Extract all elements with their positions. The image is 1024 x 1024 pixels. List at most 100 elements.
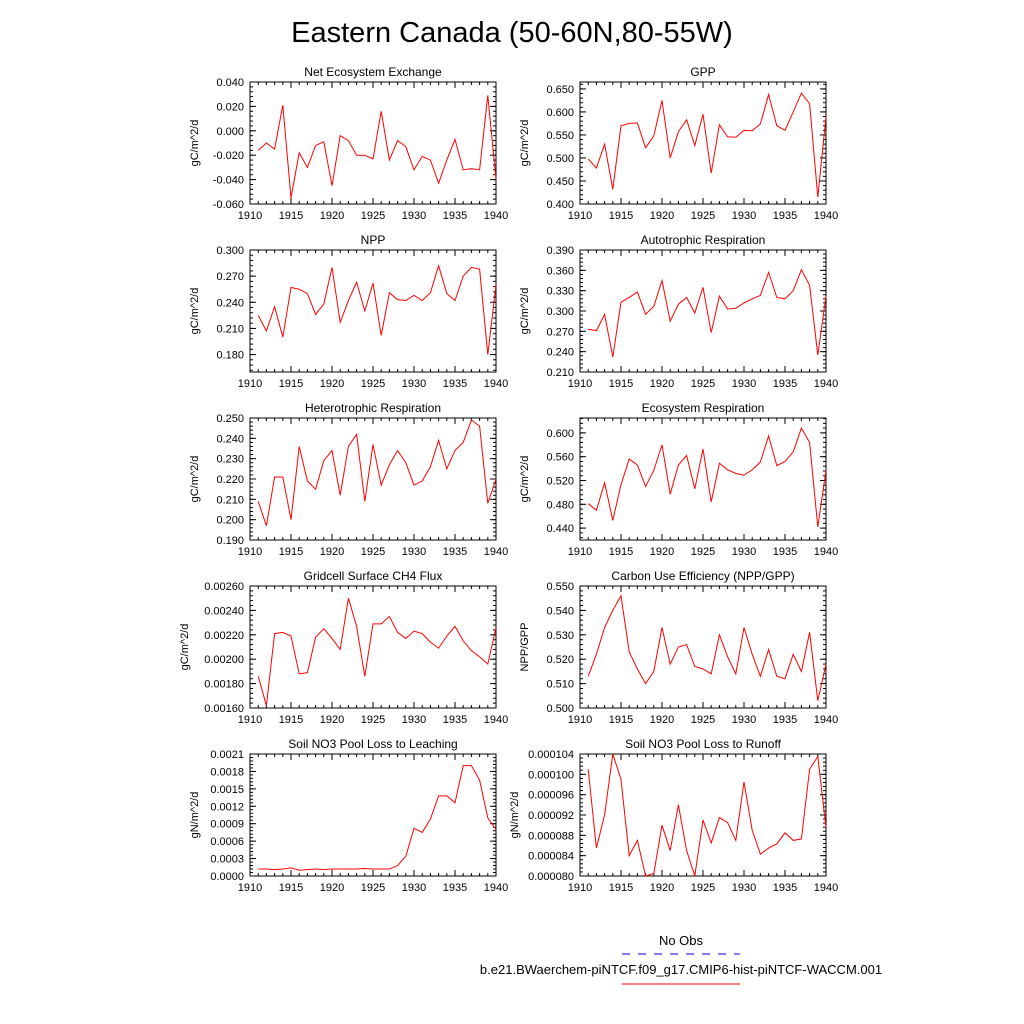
data-point	[686, 119, 687, 120]
data-point	[454, 139, 455, 140]
y-tick-label: 0.450	[546, 176, 574, 188]
data-point	[612, 520, 613, 521]
y-tick-label: 0.0003	[210, 854, 244, 866]
data-point	[331, 638, 332, 639]
y-tick-label: 0.550	[546, 581, 574, 593]
data-point	[752, 469, 753, 470]
y-axis-label: gC/m^2/d	[519, 456, 531, 503]
y-tick-label: 0.510	[546, 679, 574, 691]
x-tick-label: 1930	[402, 882, 426, 894]
series-line	[587, 426, 827, 527]
data-point	[463, 442, 464, 443]
data-point	[637, 122, 638, 123]
data-point	[282, 632, 283, 633]
y-tick-label: 0.200	[216, 515, 244, 527]
x-tick-label: 1935	[443, 546, 467, 558]
data-point	[438, 795, 439, 796]
chart-title: Carbon Use Efficiency (NPP/GPP)	[611, 569, 794, 583]
y-axis-label: gC/m^2/d	[179, 624, 191, 671]
x-tick-label: 1910	[238, 714, 262, 726]
y-tick-label: 0.0006	[210, 836, 244, 848]
x-tick-label: 1930	[732, 210, 756, 222]
data-point	[735, 137, 736, 138]
x-tick-label: 1940	[814, 714, 838, 726]
x-tick-label: 1920	[320, 546, 344, 558]
data-point	[495, 179, 496, 180]
data-point	[817, 700, 818, 701]
data-point	[389, 464, 390, 465]
data-point	[711, 332, 712, 333]
data-point	[430, 159, 431, 160]
data-point	[430, 818, 431, 819]
y-tick-label: 0.600	[546, 107, 574, 119]
data-point	[637, 464, 638, 465]
data-point	[495, 627, 496, 628]
data-point	[315, 637, 316, 638]
data-point	[299, 289, 300, 290]
data-point	[678, 131, 679, 132]
data-point	[323, 460, 324, 461]
data-point	[694, 145, 695, 146]
y-tick-label: 0.040	[216, 77, 244, 89]
x-tick-label: 1920	[650, 546, 674, 558]
data-point	[331, 267, 332, 268]
data-point	[596, 654, 597, 655]
data-point	[743, 130, 744, 131]
legend-case-label: b.e21.BWaerchem-piNTCF.f09_g17.CMIP6-his…	[480, 962, 882, 977]
data-point	[282, 868, 283, 869]
y-tick-label: 0.000088	[528, 830, 574, 842]
data-point	[323, 303, 324, 304]
data-point	[612, 610, 613, 611]
y-tick-label: 0.530	[546, 630, 574, 642]
data-point	[776, 125, 777, 126]
x-tick-label: 1925	[361, 378, 385, 390]
data-point	[290, 287, 291, 288]
data-point	[372, 283, 373, 284]
data-point	[645, 875, 646, 876]
data-point	[471, 419, 472, 420]
chart-title: Autotrophic Respiration	[641, 233, 766, 247]
data-point	[340, 495, 341, 496]
y-tick-label: 0.000104	[528, 749, 574, 761]
data-point	[413, 631, 414, 632]
data-point	[702, 448, 703, 449]
y-tick-label: 0.000084	[528, 851, 574, 863]
data-point	[299, 673, 300, 674]
data-point	[495, 284, 496, 285]
y-tick-label: -0.040	[213, 175, 244, 187]
x-tick-label: 1940	[814, 210, 838, 222]
x-tick-label: 1940	[484, 714, 508, 726]
data-point	[784, 130, 785, 131]
data-point	[825, 295, 826, 296]
x-tick-label: 1940	[484, 546, 508, 558]
data-point	[389, 159, 390, 160]
y-axis-label: NPP/GPP	[519, 623, 531, 672]
data-point	[397, 299, 398, 300]
data-point	[323, 141, 324, 142]
data-point	[389, 292, 390, 293]
y-tick-label: 0.480	[546, 499, 574, 511]
y-tick-label: 0.650	[546, 84, 574, 96]
x-tick-label: 1935	[443, 714, 467, 726]
data-point	[356, 155, 357, 156]
x-tick-label: 1925	[691, 546, 715, 558]
chart-panel: Heterotrophic Respiration 1910 1915 1920 192…	[189, 401, 508, 558]
data-point	[661, 444, 662, 445]
data-point	[438, 265, 439, 266]
data-point	[637, 840, 638, 841]
data-point	[694, 875, 695, 876]
y-tick-label: 0.00160	[204, 703, 244, 715]
data-point	[645, 486, 646, 487]
data-point	[479, 780, 480, 781]
data-point	[604, 144, 605, 145]
data-point	[405, 300, 406, 301]
data-point	[612, 189, 613, 190]
data-point	[340, 135, 341, 136]
x-tick-label: 1910	[568, 210, 592, 222]
data-point	[364, 155, 365, 156]
series-line	[258, 765, 497, 871]
x-tick-label: 1925	[361, 882, 385, 894]
data-point	[430, 292, 431, 293]
x-tick-label: 1935	[773, 882, 797, 894]
data-point	[735, 308, 736, 309]
